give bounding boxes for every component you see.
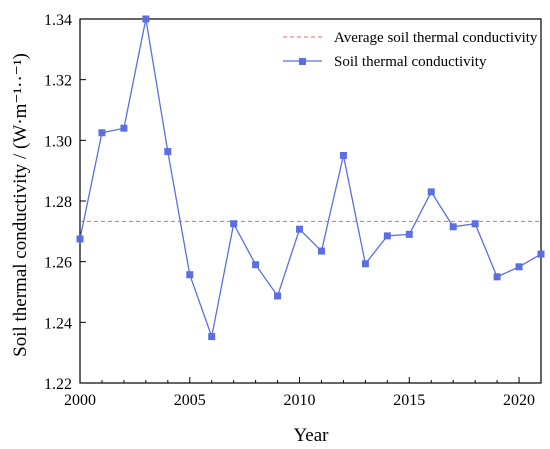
data-point-marker: [252, 261, 260, 269]
y-tick-label: 1.24: [44, 315, 72, 332]
data-point-marker: [296, 225, 304, 233]
data-point-marker: [361, 260, 369, 268]
data-point-marker: [493, 273, 501, 281]
data-series: [76, 15, 545, 341]
y-tick-label: 1.26: [44, 255, 72, 272]
data-point-marker: [230, 220, 238, 228]
data-point-marker: [537, 250, 545, 258]
plot-area: [79, 18, 542, 384]
data-point-marker: [471, 220, 479, 228]
data-point-marker: [339, 152, 347, 159]
y-tick-label: 1.30: [44, 133, 72, 150]
legend: Average soil thermal conductivity Soil t…: [283, 30, 538, 70]
x-tick-label: 2010: [284, 392, 316, 409]
data-point-marker: [142, 15, 150, 23]
data-point-marker: [383, 232, 391, 240]
y-tick-label: 1.34: [44, 12, 72, 29]
data-point-marker: [317, 247, 325, 255]
x-tick-label: 2005: [174, 392, 206, 409]
data-point-marker: [274, 292, 282, 300]
legend-label-average: Average soil thermal conductivity: [334, 30, 538, 46]
data-point-marker: [98, 129, 106, 137]
x-tick-label: 2000: [64, 392, 96, 409]
series-line: [79, 18, 542, 340]
data-point-marker: [164, 148, 172, 156]
legend-label-series: Soil thermal conductivity: [334, 54, 487, 70]
data-point-marker: [427, 188, 435, 196]
y-tick-label: 1.32: [44, 73, 72, 90]
y-tick-label: 1.28: [44, 194, 72, 211]
axis-ticks: 2000 2005 2010 2015 2020 1.22 1.24 1.26 1.28 1.30…: [44, 12, 542, 409]
legend-swatch-marker: [299, 58, 306, 65]
data-point-marker: [76, 235, 84, 243]
data-point-marker: [120, 124, 128, 132]
data-point-marker: [208, 333, 216, 341]
y-tick-label: 1.22: [44, 376, 72, 393]
x-tick-label: 2020: [503, 392, 535, 409]
x-axis-title: Year: [293, 425, 329, 446]
data-point-marker: [449, 223, 457, 231]
data-point-marker: [405, 230, 413, 238]
data-point-marker: [515, 263, 523, 271]
data-point-marker: [186, 271, 194, 279]
x-tick-label: 2015: [393, 392, 425, 409]
y-axis-title: Soil thermal conductivity / (W·m⁻¹··⁻¹): [10, 53, 31, 357]
